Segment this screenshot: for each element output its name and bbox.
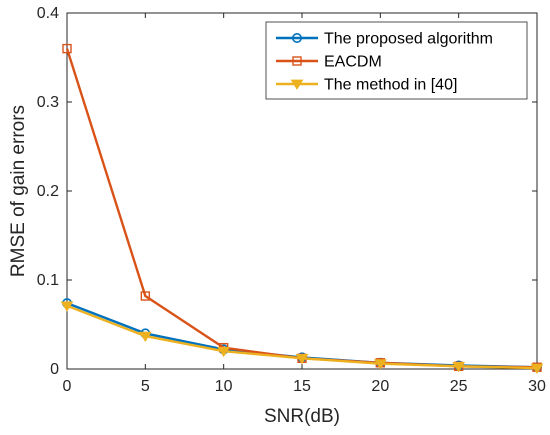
y-axis-label: RMSE of gain errors <box>8 105 29 277</box>
x-tick-label: 25 <box>450 378 468 395</box>
y-tick-label: 0.4 <box>37 5 59 22</box>
x-tick-label: 20 <box>371 378 389 395</box>
x-tick-label: 0 <box>63 378 72 395</box>
legend-item: The proposed algorithm <box>276 31 493 48</box>
x-tick-label: 5 <box>141 378 150 395</box>
data-point-marker <box>295 353 309 365</box>
data-point-marker <box>530 363 544 375</box>
x-axis-ticks: 0 5 10 15 20 25 30 <box>63 13 546 395</box>
x-tick-label: 10 <box>215 378 233 395</box>
legend-label: EACDM <box>324 54 382 71</box>
x-tick-label: 15 <box>293 378 311 395</box>
y-tick-label: 0.1 <box>37 272 59 289</box>
legend-swatch-marker <box>292 56 302 66</box>
data-point-marker <box>140 291 151 301</box>
data-point-marker <box>217 346 231 358</box>
series-3 <box>60 301 544 375</box>
legend-item: EACDM <box>276 54 382 71</box>
data-point-marker <box>452 361 466 373</box>
series-layer <box>60 43 544 375</box>
legend-item: The method in [40] <box>276 77 457 94</box>
legend: The proposed algorithm EACDM The method in… <box>265 21 528 100</box>
y-axis-ticks: 0 0.1 0.2 0.3 0.4 <box>37 5 537 378</box>
y-tick-label: 0.2 <box>37 183 59 200</box>
legend-label: The method in [40] <box>324 77 457 94</box>
data-point-marker <box>62 43 72 54</box>
legend-items: The proposed algorithm EACDM The method in… <box>276 31 493 94</box>
legend-label: The proposed algorithm <box>324 31 493 48</box>
legend-swatch-marker <box>290 79 304 90</box>
data-point-marker <box>373 359 387 370</box>
data-point-marker <box>138 331 152 342</box>
data-point-marker <box>60 301 74 312</box>
legend-swatch-marker <box>291 32 302 43</box>
y-tick-label: 0 <box>50 361 59 378</box>
x-axis-label: SNR(dB) <box>264 406 340 427</box>
y-tick-label: 0.3 <box>37 94 59 111</box>
x-tick-label: 30 <box>528 378 546 395</box>
